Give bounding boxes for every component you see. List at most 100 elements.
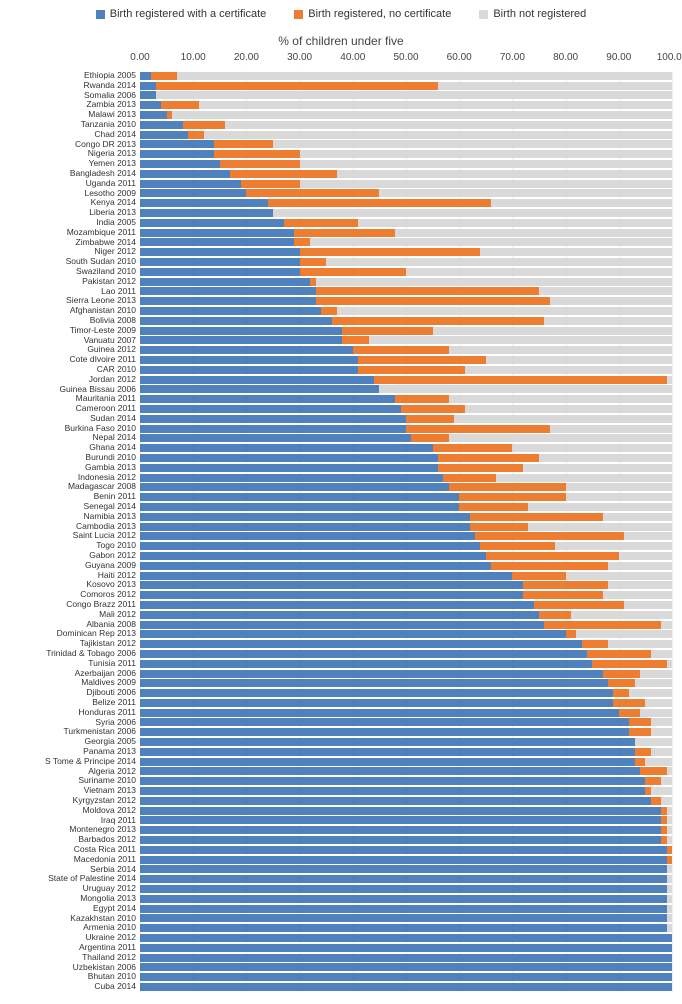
segment-cert (140, 336, 342, 344)
segment-cert (140, 474, 443, 482)
bar-row (140, 659, 672, 669)
bar-row (140, 678, 672, 688)
segment-nocert (395, 395, 448, 403)
segment-cert (140, 621, 544, 629)
legend-item-notreg: Birth not registered (479, 8, 586, 20)
bar-row (140, 218, 672, 228)
bars-container (140, 71, 672, 992)
segment-cert (140, 581, 523, 589)
segment-notreg (635, 738, 672, 746)
bar-row (140, 580, 672, 590)
segment-notreg (273, 209, 672, 217)
segment-cert (140, 611, 539, 619)
segment-cert (140, 493, 459, 501)
segment-cert (140, 131, 188, 139)
bar-row (140, 874, 672, 884)
segment-notreg (528, 503, 672, 511)
segment-notreg (566, 493, 672, 501)
segment-cert (140, 405, 401, 413)
bar-row (140, 541, 672, 551)
segment-cert (140, 562, 491, 570)
segment-cert (140, 346, 353, 354)
bar-row (140, 923, 672, 933)
segment-cert (140, 366, 358, 374)
bar-row (140, 443, 672, 453)
segment-nocert (358, 356, 486, 364)
bar-row (140, 894, 672, 904)
bar-row (140, 561, 672, 571)
bar-row (140, 473, 672, 483)
bar-row (140, 130, 672, 140)
bar-row (140, 610, 672, 620)
bar-row (140, 963, 672, 973)
bar-row (140, 257, 672, 267)
bar-row (140, 482, 672, 492)
segment-cert (140, 356, 358, 364)
segment-cert (140, 973, 672, 981)
bar-row (140, 502, 672, 512)
segment-cert (140, 807, 661, 815)
segment-notreg (667, 885, 672, 893)
segment-notreg (624, 601, 672, 609)
segment-nocert (246, 189, 379, 197)
segment-nocert (592, 660, 666, 668)
segment-cert (140, 591, 523, 599)
bar-row (140, 238, 672, 248)
segment-notreg (406, 268, 672, 276)
segment-cert (140, 434, 411, 442)
segment-cert (140, 689, 613, 697)
bar-row (140, 100, 672, 110)
segment-notreg (491, 199, 672, 207)
segment-notreg (651, 728, 672, 736)
segment-cert (140, 385, 379, 393)
bar-row (140, 806, 672, 816)
segment-notreg (225, 121, 672, 129)
bar-row (140, 463, 672, 473)
bar-row (140, 757, 672, 767)
segment-nocert (401, 405, 465, 413)
bar-row (140, 747, 672, 757)
bar-row (140, 571, 672, 581)
segment-notreg (369, 336, 672, 344)
bar-row (140, 669, 672, 679)
bar-row (140, 336, 672, 346)
segment-notreg (661, 797, 672, 805)
bar-row (140, 688, 672, 698)
segment-nocert (475, 532, 624, 540)
segment-cert (140, 523, 470, 531)
segment-nocert (300, 268, 406, 276)
bar-row (140, 71, 672, 81)
segment-nocert (635, 748, 651, 756)
segment-cert (140, 944, 672, 952)
bar-row (140, 277, 672, 287)
segment-nocert (667, 856, 672, 864)
segment-cert (140, 219, 284, 227)
segment-notreg (661, 777, 672, 785)
segment-cert (140, 650, 587, 658)
segment-cert (140, 895, 667, 903)
bar-row (140, 208, 672, 218)
segment-cert (140, 307, 321, 315)
segment-nocert (161, 101, 198, 109)
segment-notreg (603, 591, 672, 599)
bar-row (140, 316, 672, 326)
segment-nocert (342, 336, 369, 344)
segment-notreg (300, 160, 672, 168)
segment-nocert (443, 474, 496, 482)
segment-cert (140, 865, 667, 873)
segment-nocert (220, 160, 300, 168)
segment-notreg (300, 150, 672, 158)
segment-cert (140, 767, 640, 775)
segment-notreg (667, 914, 672, 922)
segment-nocert (316, 297, 550, 305)
bar-row (140, 600, 672, 610)
segment-cert (140, 728, 629, 736)
segment-nocert (438, 464, 523, 472)
segment-cert (140, 758, 635, 766)
legend: Birth registered with a certificate Birt… (10, 8, 672, 20)
segment-notreg (550, 297, 672, 305)
legend-label-notreg: Birth not registered (493, 8, 586, 20)
legend-label-cert: Birth registered with a certificate (110, 8, 267, 20)
segment-cert (140, 846, 667, 854)
segment-cert (140, 327, 342, 335)
